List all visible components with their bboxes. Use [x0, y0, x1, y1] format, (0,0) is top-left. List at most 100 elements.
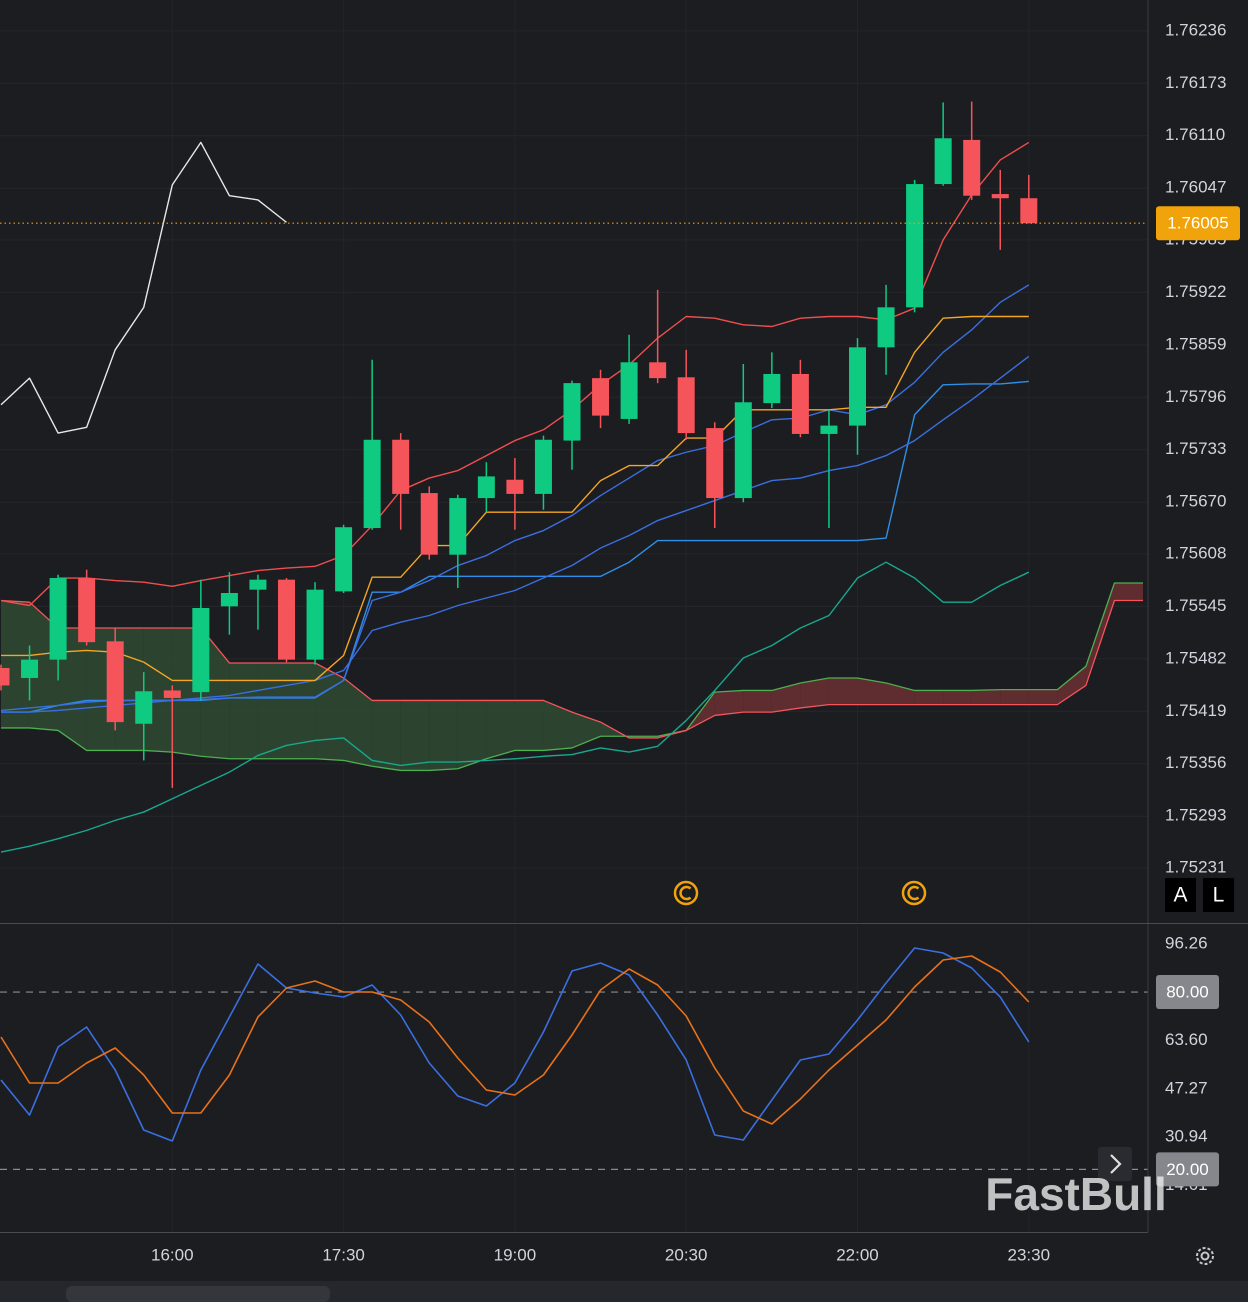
settings-icon[interactable] [1196, 1247, 1214, 1265]
cloud-fill [1085, 583, 1115, 686]
cloud-fill [229, 662, 258, 759]
cloud-fill [1, 600, 30, 728]
cloud-fill [1028, 689, 1058, 705]
candle-body [734, 402, 752, 499]
cloud-fill [286, 662, 316, 759]
x-tick-label: 20:30 [665, 1245, 708, 1264]
candle-body [592, 378, 610, 416]
y-tick-label: 1.76110 [1165, 125, 1225, 144]
x-tick-label: 23:30 [1008, 1245, 1051, 1264]
candle-body [278, 579, 295, 660]
cloud-fill [886, 682, 915, 705]
y-tick-label: 1.75231 [1165, 857, 1226, 876]
y-tick-label: 1.75922 [1165, 282, 1226, 301]
scroll-right-button[interactable] [1098, 1147, 1132, 1181]
cloud-fill [857, 677, 887, 705]
cloud-fill [714, 690, 744, 716]
x-tick-label: 19:00 [494, 1245, 537, 1264]
settings-hub[interactable] [1200, 1251, 1210, 1261]
event-glyph [907, 885, 920, 901]
y-tick-label: 1.75293 [1165, 806, 1226, 825]
event-marker [673, 880, 699, 906]
last-price-label: 1.76005 [1167, 214, 1228, 233]
main-pane [0, 101, 1148, 853]
cloud-fill [514, 700, 544, 751]
cloud-fill [828, 677, 858, 705]
candle-body [135, 691, 153, 724]
settings-gear[interactable] [1196, 1247, 1214, 1265]
candle-body [677, 377, 695, 434]
scrollbar-thumb[interactable] [66, 1286, 330, 1302]
candle-body [991, 194, 1009, 199]
y-tick-label: 1.76047 [1165, 178, 1226, 197]
y-tick-label: 1.75608 [1165, 543, 1226, 562]
candle-body [934, 138, 952, 185]
last-price-box [1156, 206, 1240, 241]
candle-body [506, 479, 524, 494]
cloud-fill [315, 662, 344, 761]
y-tick-label: 1.75419 [1165, 701, 1226, 720]
indicator-line [0, 955, 1030, 1125]
indicator-line [0, 599, 1143, 739]
cloud-fill [400, 700, 430, 771]
candle-body [534, 439, 552, 494]
candle-body [477, 476, 495, 499]
log-button-label[interactable]: L [1213, 884, 1225, 907]
indicator-line [0, 141, 1030, 607]
auto-button[interactable] [1165, 878, 1196, 912]
y-tick-label: 1.75733 [1165, 439, 1226, 458]
candle-body [706, 428, 724, 499]
candle-body [420, 493, 438, 555]
event-circle [901, 880, 927, 906]
candle-body [906, 184, 924, 308]
candle-body [163, 690, 181, 698]
candle-body [363, 439, 381, 529]
candle-body [306, 589, 324, 660]
y-tick-label: 1.75356 [1165, 753, 1226, 772]
cloud-fill [1114, 583, 1143, 601]
auto-button-label[interactable]: A [1173, 884, 1187, 907]
x-tick-label: 16:00 [151, 1245, 194, 1264]
candle-body [106, 641, 124, 723]
cloud-fill [486, 700, 515, 759]
candle-body [963, 139, 981, 196]
log-button[interactable] [1203, 878, 1234, 912]
indicator-line [0, 561, 1030, 853]
y-tick-label: 1.75859 [1165, 334, 1226, 353]
axes: 16:00 17:30 19:00 20:30 22:00 23:30 1.76236 1.7… [0, 0, 1248, 1264]
candle-body [763, 373, 781, 404]
y-tick-label: 96.26 [1165, 933, 1208, 952]
candle-body [449, 498, 467, 555]
candle-body [1020, 198, 1038, 224]
candle-body [849, 347, 866, 426]
event-marker [901, 880, 927, 906]
y-tick-label: 1.76173 [1165, 73, 1226, 92]
event-circle [673, 880, 699, 906]
candle-body [249, 579, 267, 590]
y-tick-label: 30.94 [1165, 1127, 1208, 1146]
level-box [1156, 975, 1219, 1010]
candle-body [0, 667, 10, 686]
y-tick-label: 1.75670 [1165, 492, 1226, 511]
cloud-fill [543, 700, 572, 751]
candle-body [649, 362, 667, 379]
cloud-fill [971, 689, 1001, 705]
candle-body [820, 425, 838, 434]
cloud-fill [1057, 666, 1086, 705]
cloud-fill [914, 690, 944, 705]
cloud-fill [743, 690, 772, 713]
candle-body [220, 593, 238, 607]
cloud-fill [143, 627, 173, 753]
y-tick-label: 1.75796 [1165, 387, 1226, 406]
cloud-fill [429, 700, 458, 771]
cloud-fill [800, 677, 829, 708]
y-tick-label: 47.27 [1165, 1078, 1208, 1097]
cloud-fill [1000, 689, 1029, 705]
cloud-fill [943, 690, 972, 705]
x-tick-label: 22:00 [836, 1245, 879, 1264]
candle-body [620, 362, 638, 419]
candle-body [192, 608, 210, 693]
y-tick-label: 1.75545 [1165, 596, 1226, 615]
